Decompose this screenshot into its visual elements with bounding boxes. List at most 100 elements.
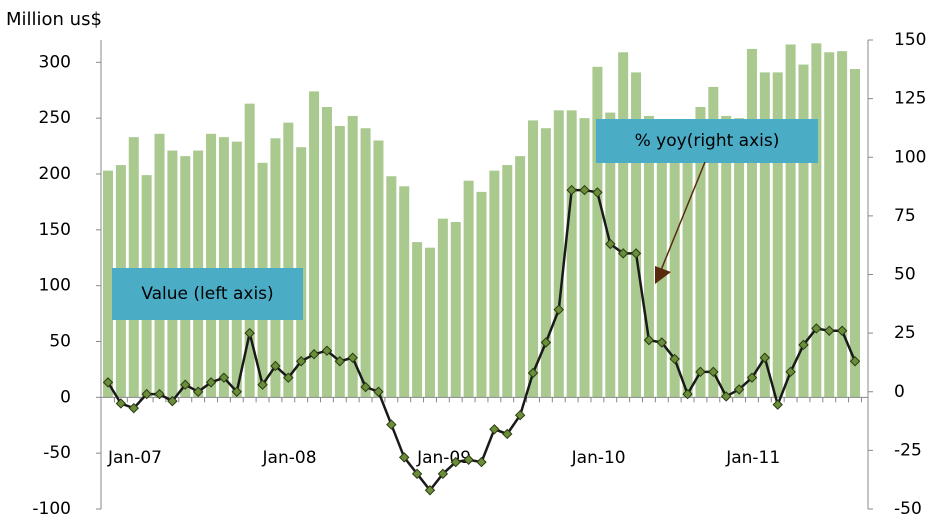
marker (257, 379, 268, 390)
marker (669, 353, 680, 365)
bar (631, 72, 642, 398)
marker (437, 468, 449, 480)
marker (605, 238, 616, 250)
bar (669, 122, 680, 398)
bar (618, 52, 629, 398)
bar (489, 170, 500, 398)
marker (244, 327, 255, 339)
marker (849, 356, 861, 367)
marker (746, 372, 758, 383)
bar (850, 69, 860, 398)
bar (579, 118, 590, 398)
marker (321, 345, 333, 356)
bar (386, 176, 397, 398)
y-tick-label: 250 (39, 108, 71, 128)
bar (566, 110, 577, 398)
marker (592, 187, 603, 198)
annotation-box (112, 268, 303, 320)
marker (180, 379, 191, 390)
bar (321, 107, 332, 398)
bar (476, 191, 487, 398)
bar (721, 115, 732, 398)
y2-tick-label: 100 (894, 147, 926, 167)
marker (733, 384, 745, 395)
marker (489, 424, 500, 435)
marker (360, 381, 371, 393)
x-tick-label: Jan-10 (571, 448, 626, 468)
marker (141, 388, 152, 400)
bar (360, 128, 371, 398)
y-tick-label: 150 (39, 220, 71, 240)
bar (244, 103, 255, 398)
marker (128, 402, 139, 414)
marker (205, 377, 217, 388)
marker (399, 452, 410, 463)
annotation-box (596, 119, 818, 163)
y2-tick-label: 75 (894, 206, 916, 226)
marker (540, 337, 552, 348)
bar (734, 118, 745, 398)
marker (514, 409, 526, 421)
marker (115, 398, 127, 409)
marker (283, 372, 294, 383)
bar (502, 165, 513, 398)
marker (527, 367, 539, 379)
marker (811, 323, 822, 334)
y2-tick-label: 150 (894, 30, 926, 50)
bar (553, 110, 564, 398)
marker (463, 454, 474, 465)
bar (218, 137, 229, 398)
y-tick-label: 200 (39, 164, 71, 184)
bar (334, 125, 345, 398)
y-axis-title: Million us$ (6, 9, 102, 30)
arrow-head (655, 266, 671, 284)
marker (656, 337, 668, 348)
marker (102, 377, 114, 388)
y-tick-label: -100 (32, 499, 71, 519)
marker (643, 334, 655, 346)
bar (270, 138, 281, 398)
bar (347, 115, 358, 398)
bar (643, 115, 654, 398)
marker (553, 304, 564, 315)
y2-tick-label: -50 (894, 499, 922, 519)
marker (708, 366, 719, 378)
marker (502, 428, 513, 440)
bar (424, 247, 435, 398)
bar (824, 52, 835, 398)
marker (424, 485, 436, 496)
bar (759, 72, 770, 398)
marker (566, 184, 577, 196)
x-tick-label: Jan-09 (416, 448, 471, 468)
marker (167, 395, 178, 407)
marker (695, 366, 706, 378)
marker (630, 248, 642, 259)
marker (450, 456, 461, 468)
marker (682, 388, 693, 400)
bar (515, 156, 526, 398)
y-tick-label: 100 (39, 276, 71, 296)
bar (412, 242, 423, 398)
marker (270, 360, 281, 372)
marker (218, 372, 230, 383)
bar (837, 51, 848, 398)
y2-tick-label: 125 (894, 89, 926, 109)
x-tick-label: Jan-07 (107, 448, 162, 468)
annotation-text: % yoy(right axis) (635, 131, 780, 151)
y2-tick-label: -25 (894, 440, 922, 460)
y-tick-label: 50 (49, 332, 71, 352)
marker (373, 386, 384, 397)
bar (128, 137, 139, 398)
marker (759, 352, 771, 363)
bar (399, 186, 410, 398)
y-tick-label: -50 (43, 443, 71, 463)
marker (476, 456, 487, 468)
bar (708, 86, 719, 398)
marker (836, 325, 848, 336)
annotation-text: Value (left axis) (141, 284, 273, 304)
marker (308, 349, 320, 360)
y-tick-label: 0 (60, 387, 71, 407)
bar (540, 128, 551, 398)
marker (824, 325, 835, 336)
